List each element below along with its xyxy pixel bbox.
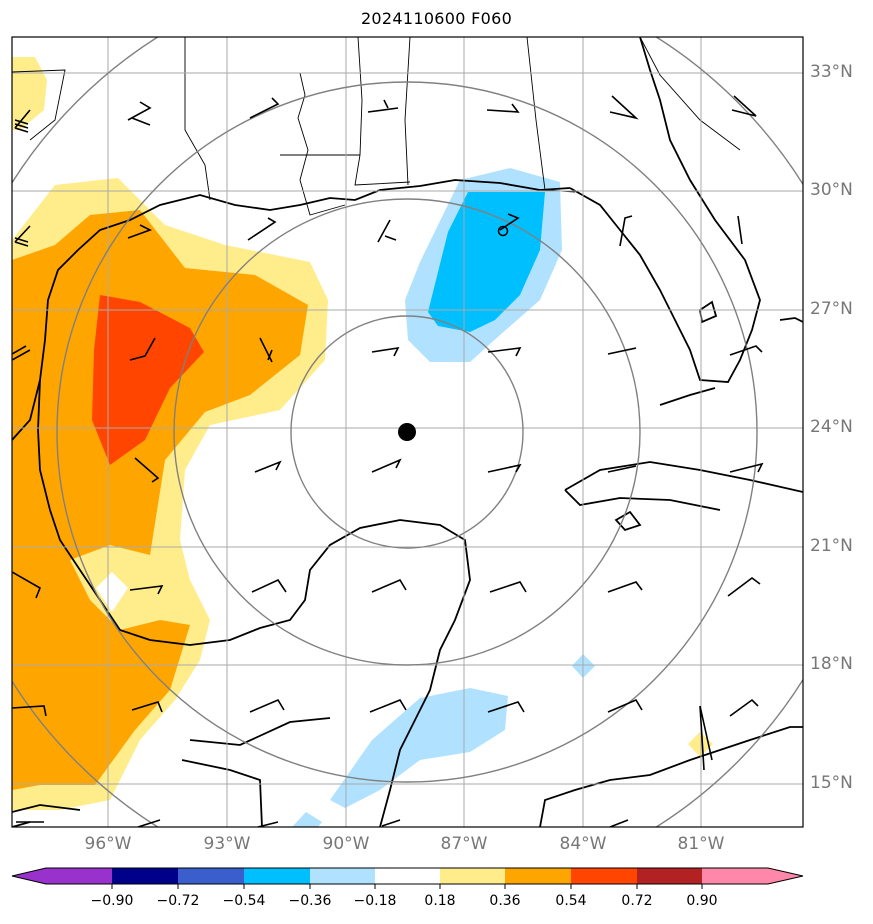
lat-label-18n: 18°N: [810, 654, 853, 674]
colorbar-bin: [112, 868, 178, 884]
lon-label-93w: 93°W: [203, 834, 251, 854]
colorbar-tick-label: 0.18: [424, 893, 456, 909]
colorbar-tick-label: 0.36: [489, 893, 521, 909]
colorbar: [11, 867, 804, 889]
lon-label-84w: 84°W: [559, 834, 607, 854]
shaded-field-negative: [292, 168, 595, 827]
colorbar-tick-label: 0.54: [555, 893, 587, 909]
colorbar-bin: [310, 868, 375, 884]
colorbar-tick-label: −0.36: [288, 893, 332, 909]
colorbar-extend-high: [768, 868, 803, 884]
colorbar-bin: [244, 868, 310, 884]
colorbar-outline: [11, 867, 804, 885]
colorbar-bin: [440, 868, 505, 884]
lon-label-96w: 96°W: [84, 834, 132, 854]
map-title: 2024110600 F060: [360, 9, 513, 28]
colorbar-bin: [702, 868, 768, 884]
colorbar-tick-label: 0.72: [621, 893, 653, 909]
lat-label-27n: 27°N: [810, 299, 853, 319]
colorbar-bin: [505, 868, 571, 884]
lat-label-15n: 15°N: [810, 773, 853, 793]
lon-label-90w: 90°W: [322, 834, 370, 854]
lat-label-33n: 33°N: [810, 62, 853, 82]
lat-label-24n: 24°N: [810, 417, 853, 437]
colorbar-bin: [46, 868, 112, 884]
colorbar-extend-low: [12, 868, 46, 884]
storm-center-marker: [398, 423, 416, 441]
colorbar-bin: [571, 868, 637, 884]
colorbar-tick-label: −0.90: [90, 893, 134, 909]
coastlines: [12, 37, 803, 827]
wind-barbs: [12, 95, 764, 827]
map-frame: [11, 36, 804, 828]
lat-label-21n: 21°N: [810, 536, 853, 556]
colorbar-tick-label: −0.54: [222, 893, 266, 909]
colorbar-tick-label: 0.90: [686, 893, 718, 909]
lon-label-87w: 87°W: [440, 834, 488, 854]
shaded-field-positive: [12, 57, 713, 810]
colorbar-bin: [178, 868, 244, 884]
lat-label-30n: 30°N: [810, 180, 853, 200]
colorbar-tick-label: −0.72: [156, 893, 200, 909]
lat-lon-gridlines: [12, 37, 803, 827]
colorbar-tick-label: −0.18: [353, 893, 397, 909]
colorbar-bin: [637, 868, 702, 884]
lon-label-81w: 81°W: [677, 834, 725, 854]
colorbar-bin: [375, 868, 440, 884]
range-rings: [12, 37, 803, 827]
